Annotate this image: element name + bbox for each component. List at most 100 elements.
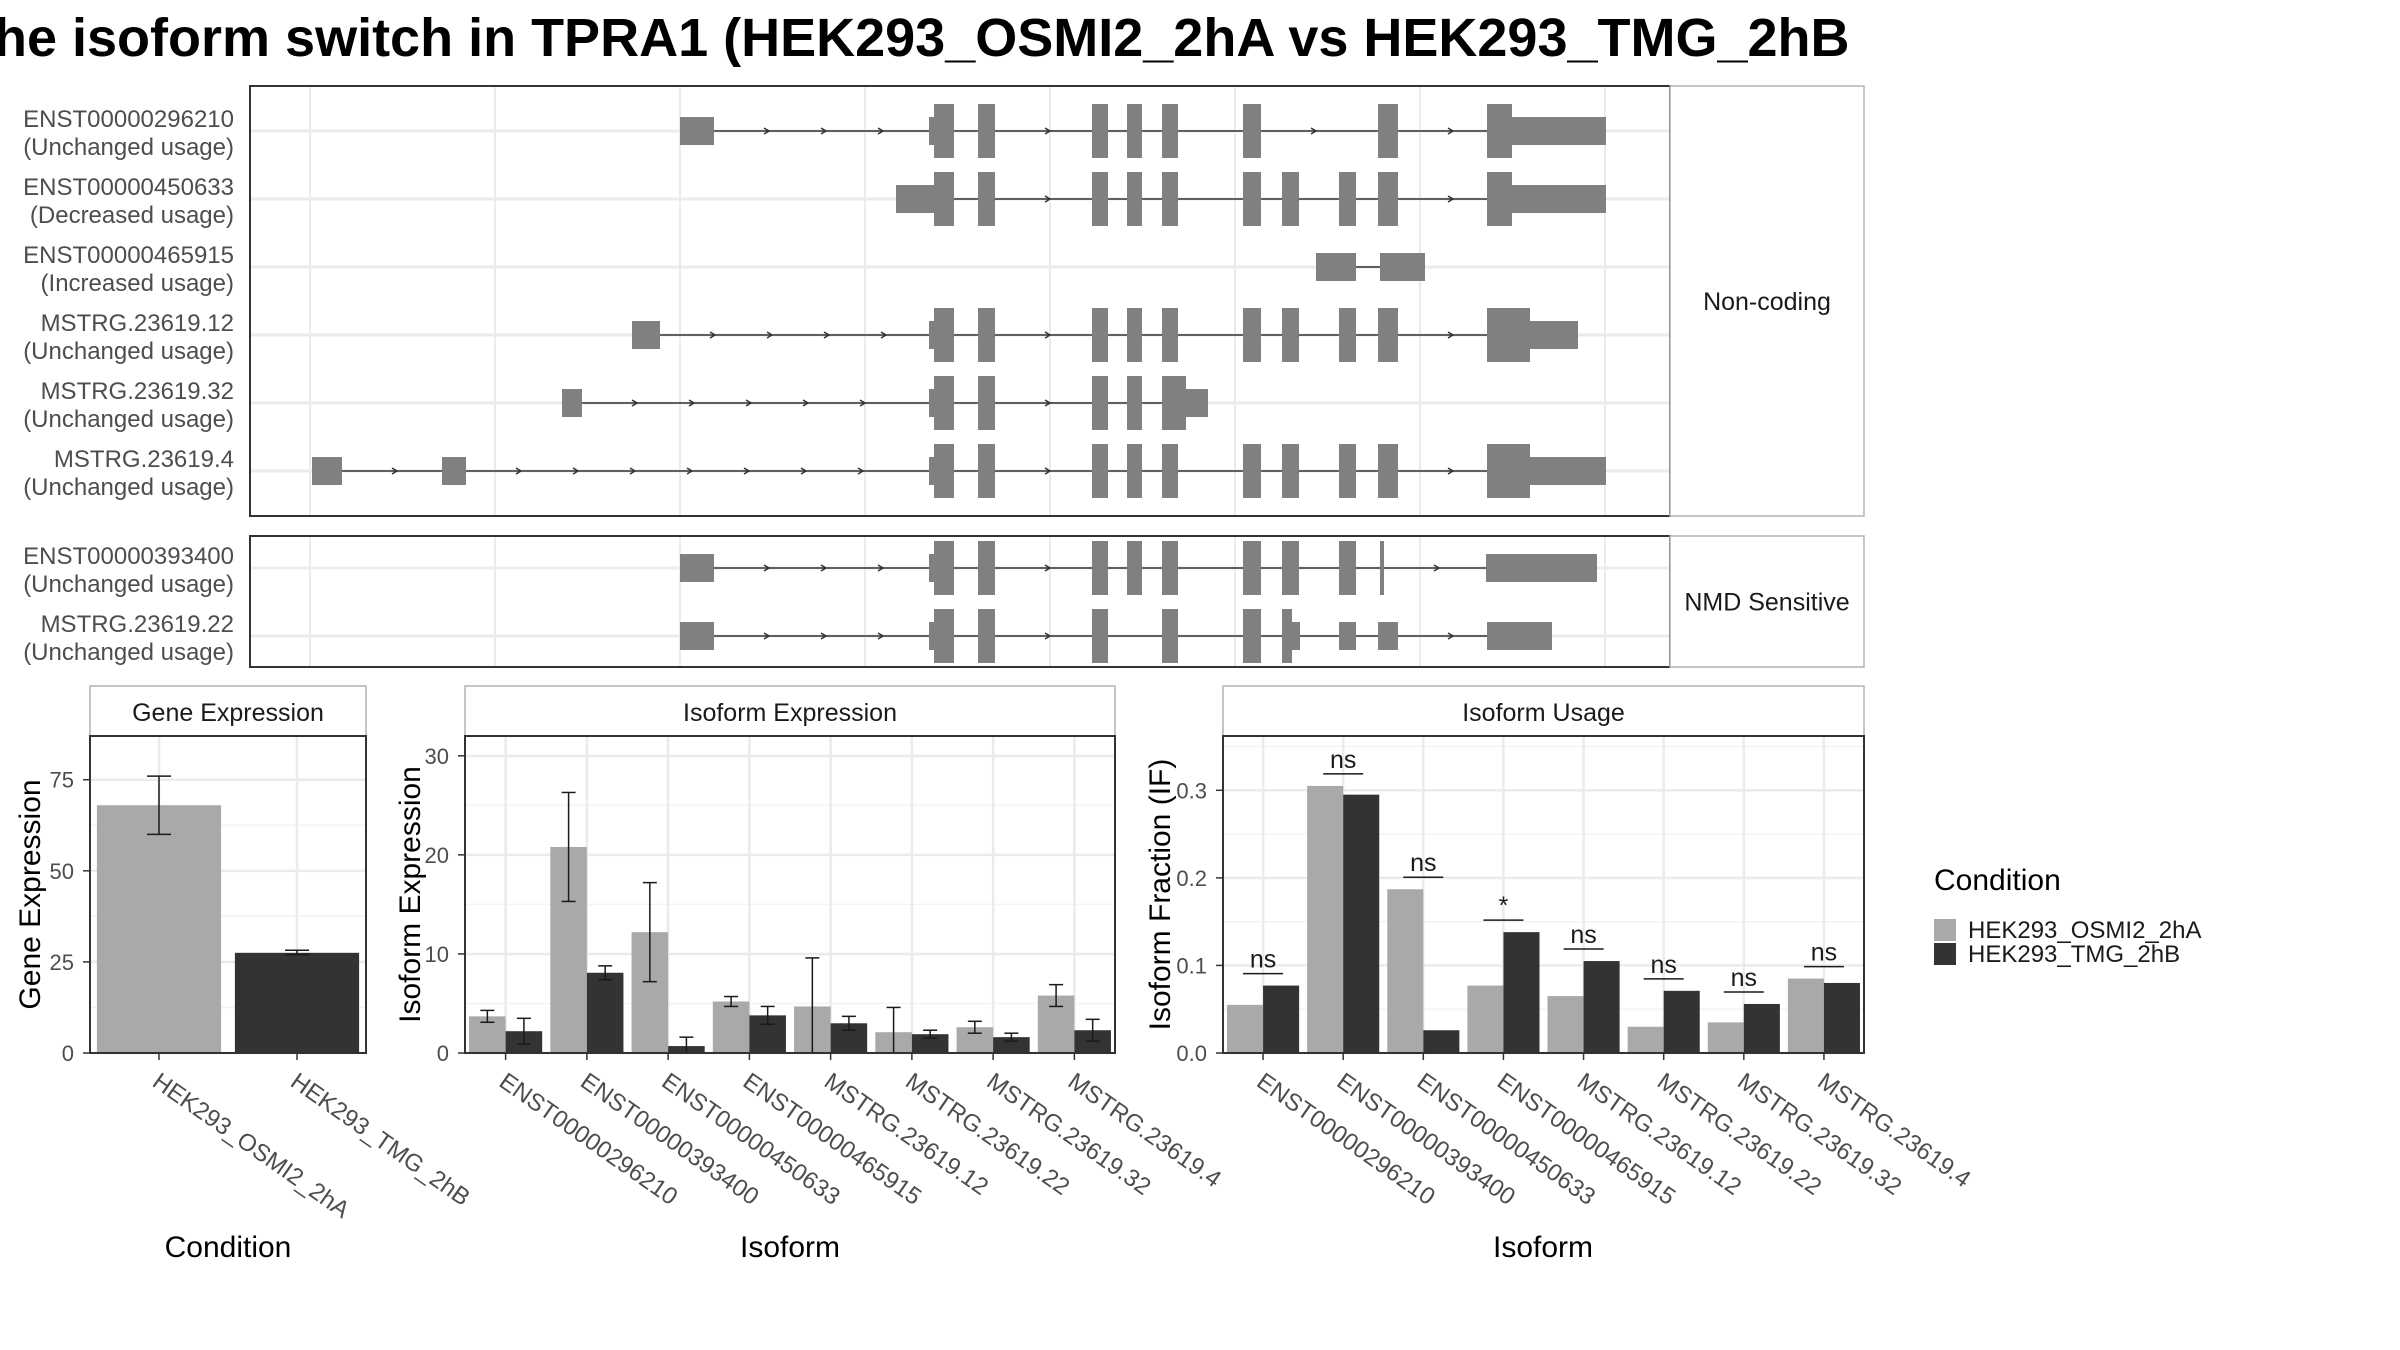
isoform-label: MSTRG.23619.22 [41,611,234,638]
exon [929,117,934,145]
exon [1243,609,1261,663]
exon [1092,444,1108,498]
strand-arrow [1044,399,1052,407]
legend-item-label: HEK293_OSMI2_2hA [1968,917,2201,944]
exon [978,376,995,430]
exon [1092,172,1108,226]
bar [1787,978,1824,1053]
bar [1627,1026,1664,1053]
transcript-row [680,609,1552,663]
exon [312,457,342,485]
legend-key [1934,919,1956,941]
strand-arrow [823,331,831,339]
transcript-row [680,541,1597,595]
structure-group-1: ENST00000296210(Unchanged usage)ENST0000… [23,85,1865,517]
strand-arrow [877,632,885,640]
x-axis-title: Isoform [1493,1231,1593,1264]
exon [1127,104,1142,158]
y-tick-label: 50 [50,859,74,884]
exon [1243,541,1261,595]
bar [1583,961,1620,1053]
strand-arrow [745,399,753,407]
plot-border [464,735,1116,1054]
legend-key [1934,943,1956,965]
exon [1162,172,1178,226]
bar [712,1001,750,1053]
bar [1707,1022,1744,1053]
exon [1243,104,1261,158]
exon [1512,117,1606,145]
bar [1387,889,1424,1053]
plot-border [89,735,367,1054]
exon [1487,622,1552,650]
exon [1127,444,1142,498]
transcript-row [896,172,1606,226]
exon [1316,253,1356,281]
strand-arrow [631,399,639,407]
isoform-label: MSTRG.23619.12 [41,310,234,337]
exon [1378,104,1398,158]
exon [1243,172,1261,226]
chart-panel-title: Gene Expression [132,699,324,727]
strand-arrow [391,467,399,475]
transcript-row [1316,253,1425,281]
isoform-usage-label: (Unchanged usage) [23,406,234,433]
strand-arrow [763,632,771,640]
exon [978,541,995,595]
strand-arrow [1044,467,1052,475]
strand-arrow [877,127,885,135]
facet-strip [1669,535,1865,668]
bar [586,972,624,1053]
exon [1339,308,1356,362]
exon [929,457,934,485]
y-tick-label: 0.3 [1176,778,1207,803]
legend-title: Condition [1934,864,2061,897]
exon [1378,444,1398,498]
strand-arrow [1044,331,1052,339]
strand-arrow [820,127,828,135]
y-tick-label: 25 [50,950,74,975]
chart-panel-title: Isoform Expression [683,699,897,727]
strand-arrow [743,467,751,475]
structure-group-2: ENST00000393400(Unchanged usage)MSTRG.23… [23,535,1865,668]
exon [1162,104,1178,158]
exon [1380,253,1425,281]
x-axis-title: Isoform [740,1231,840,1264]
isoform-usage-label: (Unchanged usage) [23,639,234,666]
exon [1378,308,1398,362]
bar [1263,985,1300,1053]
exon [1292,622,1300,650]
strand-arrow [709,331,717,339]
bar [1547,996,1584,1053]
isoform-label: ENST00000450633 [23,174,234,201]
isoform-usage-label: (Unchanged usage) [23,338,234,365]
bar [1227,1004,1264,1053]
strand-arrow [1447,632,1455,640]
structure-plot-area [250,536,1670,667]
exon [934,308,954,362]
exon [1487,172,1512,226]
exon [934,541,954,595]
significance-label: ns [1410,849,1436,877]
exon [1127,308,1142,362]
exon [934,609,954,663]
y-axis-title: Gene Expression [14,779,47,1009]
exon [934,376,954,430]
structure-plot-area [250,86,1670,516]
exon [929,622,934,650]
bar [1823,982,1860,1053]
exon [1092,376,1108,430]
chart-isoform-expression: Isoform Expression0102030ENST00000296210… [394,685,1226,1264]
exon [929,389,934,417]
strand-arrow [572,467,580,475]
bar [1307,785,1344,1053]
strand-arrow [802,399,810,407]
isoform-label: MSTRG.23619.4 [54,446,234,473]
expression-charts: Gene Expression0255075HEK293_OSMI2_2hAHE… [14,685,1976,1264]
exon [680,117,714,145]
isoform-usage-label: (Increased usage) [41,270,234,297]
exon [1282,172,1299,226]
strand-arrow [763,127,771,135]
strand-arrow [1044,564,1052,572]
transcript-row [562,376,1208,430]
